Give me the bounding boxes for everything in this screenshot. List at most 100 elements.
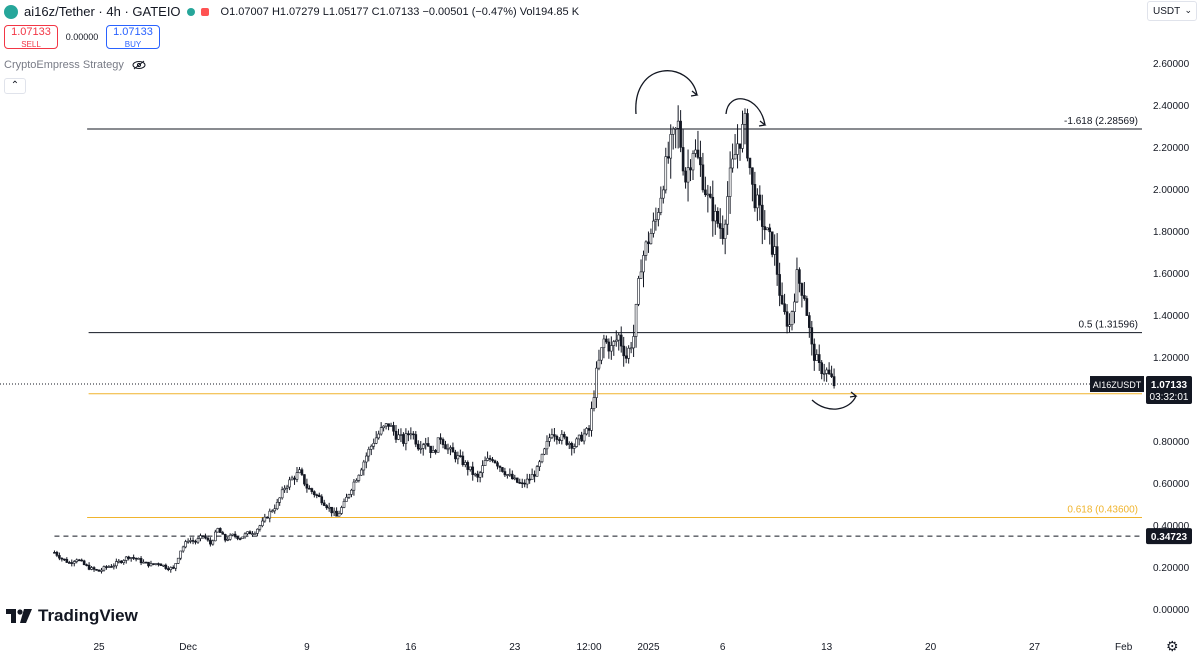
candle-body	[280, 489, 284, 499]
candle-body	[528, 478, 531, 481]
candle-body	[812, 343, 816, 361]
candle-body	[157, 563, 160, 565]
candle-body	[756, 194, 759, 209]
candle-body	[144, 561, 148, 564]
candle-body	[221, 532, 225, 535]
candle-body	[654, 219, 658, 222]
candle-body	[679, 120, 682, 148]
candle-body	[115, 561, 118, 567]
candle-body	[570, 443, 574, 449]
change-value: −0.00501 (−0.47%)	[422, 5, 517, 18]
candle-body	[461, 455, 465, 465]
time-tick-label: 2025	[637, 642, 660, 653]
candle-body	[711, 196, 715, 222]
candle-body	[726, 196, 729, 225]
candle-body	[216, 528, 220, 533]
annotations	[635, 70, 858, 410]
candle-body	[728, 167, 732, 197]
candle-body	[226, 539, 229, 541]
buy-price: 1.07133	[113, 26, 153, 38]
candle-body	[511, 473, 514, 480]
candle-body	[501, 467, 504, 472]
fib-level-label: 0.618 (0.43600)	[1067, 504, 1138, 515]
time-tick-label: 25	[93, 642, 105, 653]
candle-body	[567, 443, 571, 445]
price-tick-label: 0.80000	[1153, 437, 1190, 448]
price-tick-label: 1.60000	[1153, 269, 1190, 280]
candle-body	[775, 246, 779, 275]
candle-body	[513, 477, 517, 480]
candle-body	[518, 482, 522, 484]
candle-body	[805, 298, 809, 316]
candle-body	[585, 428, 588, 435]
candle-body	[394, 430, 398, 440]
chevron-up-icon[interactable]: ⌃	[4, 78, 26, 94]
candle-body	[436, 437, 440, 453]
candle-body	[758, 194, 762, 206]
candle-body	[721, 228, 725, 239]
candle-body	[525, 478, 529, 485]
candle-body	[560, 434, 564, 441]
candle-body	[231, 533, 234, 536]
candle-body	[112, 565, 116, 568]
buy-button[interactable]: 1.07133 BUY	[106, 25, 160, 49]
candle-body	[555, 435, 559, 440]
candle-body	[478, 472, 482, 478]
candle-body	[352, 481, 356, 491]
candle-body	[686, 167, 690, 183]
last-price-value: 1.07133	[1151, 380, 1188, 391]
candle-body	[558, 439, 561, 441]
tradingview-logo[interactable]: TradingView	[6, 606, 138, 626]
candle-body	[137, 558, 140, 560]
candle-body	[369, 445, 373, 450]
candle-body	[459, 455, 462, 457]
candle-body	[597, 359, 601, 369]
symbol-title[interactable]: ai16z/Tether · 4h · GATEIO	[24, 4, 181, 19]
candle-body	[320, 496, 324, 504]
candle-body	[124, 556, 128, 561]
candle-body	[335, 510, 338, 517]
strategy-legend[interactable]: CryptoEmpress Strategy	[4, 59, 146, 71]
candle-body	[543, 448, 546, 455]
candle-body	[808, 315, 811, 328]
candle-body	[790, 311, 794, 326]
candle-body	[270, 510, 274, 513]
candle-body	[699, 157, 702, 166]
candle-body	[629, 347, 633, 350]
candle-body	[223, 534, 227, 541]
gear-icon[interactable]: ⚙	[1166, 638, 1179, 654]
fib-levels: -1.618 (2.28569)0.5 (1.31596)0.610.618 (…	[0, 116, 1142, 537]
candle-body	[523, 482, 527, 485]
candle-body	[63, 558, 66, 561]
candle-body	[733, 154, 737, 160]
candle-body	[565, 436, 569, 445]
candle-body	[652, 220, 655, 234]
currency-select[interactable]: USDT ⌄	[1147, 1, 1197, 21]
sell-button[interactable]: 1.07133 SELL	[4, 25, 58, 49]
candle-body	[179, 550, 182, 559]
candle-body	[176, 557, 180, 564]
candle-body	[803, 295, 806, 299]
candle-body	[149, 563, 153, 567]
candle-body	[107, 566, 111, 568]
candle-body	[147, 561, 150, 567]
price-tick-label: 1.40000	[1153, 311, 1190, 322]
flag-icon[interactable]	[200, 7, 209, 16]
candle-body	[582, 433, 586, 442]
candle-body	[463, 462, 467, 465]
candle-body	[360, 469, 363, 476]
candle-body	[696, 149, 700, 158]
candle-body	[186, 540, 190, 543]
eye-off-icon[interactable]	[132, 60, 146, 70]
fib-level-label: 0.5 (1.31596)	[1079, 320, 1139, 331]
candle-body	[822, 373, 826, 375]
candle-body	[691, 153, 695, 171]
candle-body	[671, 128, 675, 135]
price-tick-label: 2.60000	[1153, 59, 1190, 70]
candle-body	[162, 564, 165, 567]
candle-body	[355, 480, 358, 483]
candle-body	[634, 304, 638, 337]
fib-level-label: -1.618 (2.28569)	[1064, 116, 1138, 127]
candle-body	[473, 473, 477, 476]
